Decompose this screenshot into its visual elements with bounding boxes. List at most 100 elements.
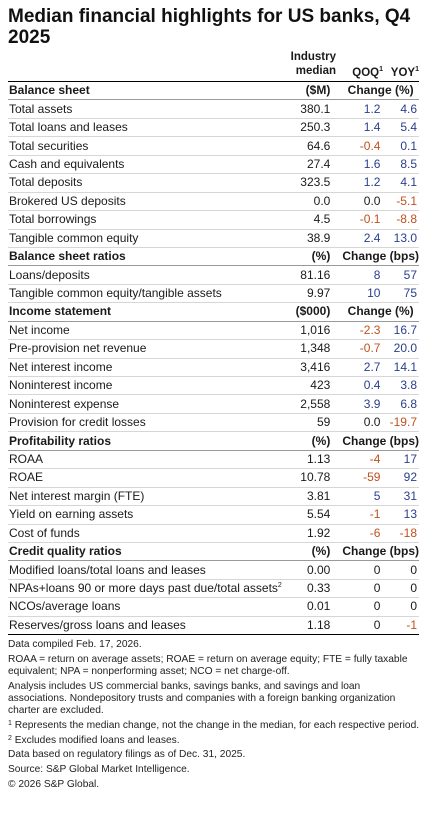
row-label: ROAE xyxy=(8,468,282,488)
yoy-value: -8.8 xyxy=(380,210,419,230)
median-value: 64.6 xyxy=(281,136,333,156)
row-label: Provision for credit losses xyxy=(8,413,282,433)
qoq-value: -0.1 xyxy=(332,210,381,230)
section-name: Income statement xyxy=(8,302,282,322)
table-row: Total securities 64.6 -0.4 0.1 xyxy=(8,136,419,156)
section-header: Income statement ($000) Change (%) xyxy=(8,302,419,322)
row-label: Net interest income xyxy=(8,358,282,378)
median-value: 1,348 xyxy=(281,339,333,359)
qoq-value: 10 xyxy=(332,284,381,304)
median-value: 1.13 xyxy=(281,450,333,470)
row-label: NPAs+loans 90 or more days past due/tota… xyxy=(8,579,282,599)
section-name: Balance sheet ratios xyxy=(8,246,282,267)
yoy-value: 4.6 xyxy=(380,99,419,119)
table-row: NCOs/average loans 0.01 0 0 xyxy=(8,597,419,617)
yoy-value: 6.8 xyxy=(380,394,419,414)
qoq-value: 5 xyxy=(332,487,381,507)
qoq-value: 8 xyxy=(332,265,381,285)
qoq-value: 0 xyxy=(332,597,381,617)
section-header: Balance sheet ($M) Change (%) xyxy=(8,80,419,101)
yoy-value: 20.0 xyxy=(380,339,419,359)
section-header: Credit quality ratios (%) Change (bps) xyxy=(8,541,419,562)
median-value: 27.4 xyxy=(281,155,333,175)
table-row: Net interest margin (FTE) 3.81 5 31 xyxy=(8,487,419,507)
qoq-value: -6 xyxy=(332,524,381,543)
table-row: Net income 1,016 -2.3 16.7 xyxy=(8,321,419,341)
qoq-value: -0.7 xyxy=(332,339,381,359)
qoq-value: 0.0 xyxy=(332,413,381,433)
yoy-value: 0.1 xyxy=(380,136,419,156)
qoq-value: 1.2 xyxy=(332,173,381,193)
note-compiled: Data compiled Feb. 17, 2026. xyxy=(8,639,142,650)
table-row: ROAE 10.78 -59 92 xyxy=(8,468,419,488)
row-label: NCOs/average loans xyxy=(8,597,282,617)
yoy-value: 0 xyxy=(380,597,419,617)
median-value: 81.16 xyxy=(281,265,333,285)
table-row: Total assets 380.1 1.2 4.6 xyxy=(8,99,419,119)
row-label: Modified loans/total loans and leases xyxy=(8,560,282,580)
row-label: Total borrowings xyxy=(8,210,282,230)
yoy-value: -5.1 xyxy=(380,192,419,212)
section-unit: ($M) xyxy=(281,80,333,101)
yoy-value: 31 xyxy=(380,487,419,507)
median-value: 10.78 xyxy=(281,468,333,488)
note-copyright: © 2026 S&P Global. xyxy=(8,778,100,790)
qoq-value: 0 xyxy=(332,560,381,580)
yoy-value: 13.0 xyxy=(380,229,419,248)
median-value: 1.18 xyxy=(281,616,333,636)
yoy-value: 57 xyxy=(380,265,419,285)
median-value: 1.92 xyxy=(281,524,333,543)
note-footnote-2: 2 Excludes modified loans and leases. xyxy=(8,734,180,746)
qoq-value: 1.4 xyxy=(332,118,381,138)
yoy-value: 8.5 xyxy=(380,155,419,175)
page-title: Median financial highlights for US banks… xyxy=(8,6,411,48)
row-label: Net income xyxy=(8,321,282,341)
yoy-value: 75 xyxy=(380,284,419,304)
yoy-value: 14.1 xyxy=(380,358,419,378)
section-unit: (%) xyxy=(281,541,333,562)
qoq-value: 0.4 xyxy=(332,376,381,396)
median-value: 59 xyxy=(281,413,333,433)
row-label: Cost of funds xyxy=(8,524,282,543)
table-row: Modified loans/total loans and leases 0.0… xyxy=(8,560,419,580)
table-row: Reserves/gross loans and leases 1.18 0 -1 xyxy=(8,616,419,636)
table-row: Total deposits 323.5 1.2 4.1 xyxy=(8,173,419,193)
yoy-value: -1 xyxy=(380,616,419,636)
row-label: Tangible common equity xyxy=(8,229,282,248)
median-value: 423 xyxy=(281,376,333,396)
qoq-value: 1.2 xyxy=(332,99,381,119)
median-value: 2,558 xyxy=(281,394,333,414)
table-row: Cash and equivalents 27.4 1.6 8.5 xyxy=(8,155,419,175)
qoq-value: 0 xyxy=(332,616,381,636)
section-header: Balance sheet ratios (%) Change (bps) xyxy=(8,246,419,267)
median-value: 5.54 xyxy=(281,505,333,525)
note-scope: Analysis includes US commercial banks, s… xyxy=(8,680,396,717)
yoy-value: 5.4 xyxy=(380,118,419,138)
median-value: 323.5 xyxy=(281,173,333,193)
row-label: Loans/deposits xyxy=(8,265,282,285)
qoq-value: 2.7 xyxy=(332,358,381,378)
qoq-value: -59 xyxy=(332,468,381,488)
section-name: Balance sheet xyxy=(8,80,282,101)
table-row: ROAA 1.13 -4 17 xyxy=(8,450,419,470)
table-row: Total loans and leases 250.3 1.4 5.4 xyxy=(8,118,419,138)
qoq-value: -2.3 xyxy=(332,321,381,341)
table-row: Pre-provision net revenue 1,348 -0.7 20.0 xyxy=(8,339,419,359)
table-row: Provision for credit losses 59 0.0 -19.7 xyxy=(8,413,419,433)
row-label: Yield on earning assets xyxy=(8,505,282,525)
qoq-value: 1.6 xyxy=(332,155,381,175)
yoy-value: -18 xyxy=(380,524,419,543)
median-column-header: Industry median xyxy=(290,51,336,77)
median-value: 0.0 xyxy=(281,192,333,212)
row-label: Noninterest income xyxy=(8,376,282,396)
column-headers: Industry median QOQ1 YOY1 xyxy=(8,50,419,80)
qoq-value: -4 xyxy=(332,450,381,470)
section-change-unit: Change (%) xyxy=(332,302,419,322)
highlights-table: Balance sheet ($M) Change (%) Total assets 3… xyxy=(8,80,419,636)
table-row: Noninterest income 423 0.4 3.8 xyxy=(8,376,419,396)
median-value: 380.1 xyxy=(281,99,333,119)
section-unit: (%) xyxy=(281,431,333,451)
yoy-value: 13 xyxy=(380,505,419,525)
row-label: Noninterest expense xyxy=(8,394,282,414)
table-row: Cost of funds 1.92 -6 -18 xyxy=(8,524,419,543)
